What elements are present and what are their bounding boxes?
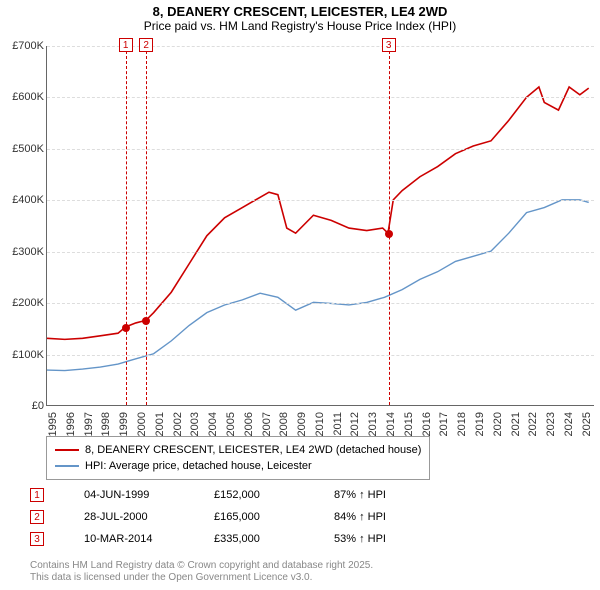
transaction-hpi: 53% ↑ HPI xyxy=(334,533,424,545)
chart-plot-area: 1995199619971998199920002001200220032004… xyxy=(46,46,594,406)
marker-vline xyxy=(146,46,147,405)
marker-dot xyxy=(142,317,150,325)
legend-swatch xyxy=(55,449,79,451)
legend-item: HPI: Average price, detached house, Leic… xyxy=(55,458,421,474)
y-tick-label: £300K xyxy=(0,246,44,258)
gridline xyxy=(47,149,594,150)
y-tick-label: £400K xyxy=(0,194,44,206)
y-tick-label: £200K xyxy=(0,297,44,309)
marker-badge: 2 xyxy=(139,38,153,52)
y-tick-label: £700K xyxy=(0,40,44,52)
y-tick-label: £100K xyxy=(0,349,44,361)
y-tick-label: £500K xyxy=(0,143,44,155)
license-line: Contains HM Land Registry data © Crown c… xyxy=(30,560,373,572)
transaction-price: £152,000 xyxy=(214,489,294,501)
transaction-badge: 1 xyxy=(30,488,44,502)
transaction-date: 10-MAR-2014 xyxy=(84,533,174,545)
transaction-badge: 2 xyxy=(30,510,44,524)
transaction-row: 2 28-JUL-2000 £165,000 84% ↑ HPI xyxy=(30,506,424,528)
y-tick-label: £600K xyxy=(0,91,44,103)
series-line xyxy=(47,200,589,371)
marker-dot xyxy=(122,324,130,332)
y-tick-label: £0 xyxy=(0,400,44,412)
transaction-hpi: 84% ↑ HPI xyxy=(334,511,424,523)
marker-badge: 3 xyxy=(382,38,396,52)
transaction-badge: 3 xyxy=(30,532,44,546)
legend-label: HPI: Average price, detached house, Leic… xyxy=(85,458,312,474)
marker-vline xyxy=(389,46,390,405)
license-line: This data is licensed under the Open Gov… xyxy=(30,572,373,584)
transaction-row: 3 10-MAR-2014 £335,000 53% ↑ HPI xyxy=(30,528,424,550)
gridline xyxy=(47,200,594,201)
gridline xyxy=(47,355,594,356)
transaction-date: 04-JUN-1999 xyxy=(84,489,174,501)
transaction-price: £165,000 xyxy=(214,511,294,523)
chart-legend: 8, DEANERY CRESCENT, LEICESTER, LE4 2WD … xyxy=(46,436,430,480)
transaction-date: 28-JUL-2000 xyxy=(84,511,174,523)
license-text: Contains HM Land Registry data © Crown c… xyxy=(30,560,373,584)
series-line xyxy=(47,87,589,339)
legend-label: 8, DEANERY CRESCENT, LEICESTER, LE4 2WD … xyxy=(85,442,421,458)
gridline xyxy=(47,303,594,304)
gridline xyxy=(47,97,594,98)
chart-subtitle: Price paid vs. HM Land Registry's House … xyxy=(0,19,600,39)
legend-swatch xyxy=(55,465,79,467)
transaction-price: £335,000 xyxy=(214,533,294,545)
marker-vline xyxy=(126,46,127,405)
transaction-hpi: 87% ↑ HPI xyxy=(334,489,424,501)
marker-dot xyxy=(385,230,393,238)
legend-item: 8, DEANERY CRESCENT, LEICESTER, LE4 2WD … xyxy=(55,442,421,458)
transaction-table: 1 04-JUN-1999 £152,000 87% ↑ HPI 2 28-JUL-200… xyxy=(30,484,424,550)
gridline xyxy=(47,252,594,253)
chart-title: 8, DEANERY CRESCENT, LEICESTER, LE4 2WD xyxy=(0,0,600,19)
chart-svg xyxy=(47,46,594,405)
marker-badge: 1 xyxy=(119,38,133,52)
transaction-row: 1 04-JUN-1999 £152,000 87% ↑ HPI xyxy=(30,484,424,506)
